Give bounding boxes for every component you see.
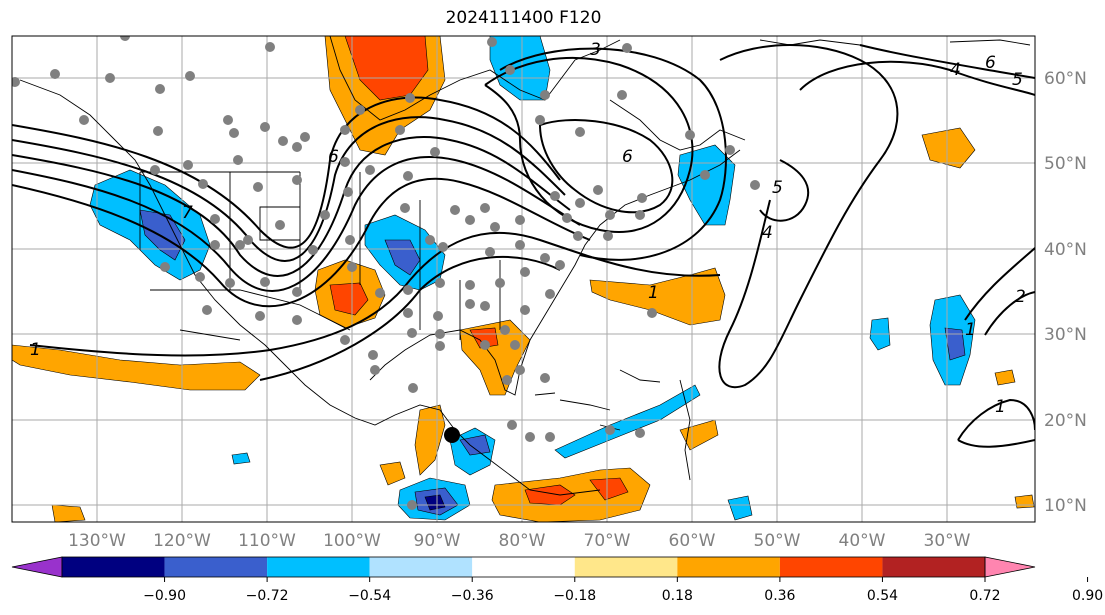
forecast-point-marker [444,427,460,443]
contour-lines [12,44,1035,448]
anomaly-positive-region [679,419,719,451]
colorbar-tick-label: 0.72 [969,588,1000,604]
colorbar-segment [882,557,985,577]
colorbar-segment [62,557,165,577]
contour-label: 5 [1012,70,1023,90]
colorbar: −0.90 −0.72 −0.54 −0.36 −0.18 0.18 0.36 0.54 0.7… [11,556,1103,604]
map-frame [11,35,1036,523]
colorbar-tick-label: −0.36 [451,588,494,604]
contour-label: 1 [995,397,1006,417]
anomaly-positive-region [1014,494,1035,509]
anomaly-strong-positive-region [469,327,499,349]
colorbar-tick-label: −0.90 [143,588,186,604]
lon-label: 120°W [153,531,211,551]
anomaly-strong-negative-region [944,327,966,361]
shaded-anomalies [12,36,1035,522]
anomaly-strong-positive-region [329,282,369,316]
anomaly-strong-negative-region [139,209,186,261]
anomaly-positive-region [51,504,86,522]
anomaly-positive-region [994,369,1016,386]
colorbar-extend-max [984,556,1036,578]
anomaly-strong-negative-region [459,434,491,456]
contour-label: 1 [965,320,976,340]
lon-label: 30°W [924,531,971,551]
anomaly-strong-positive-region [524,484,576,506]
colorbar-tick-label: −0.54 [348,588,391,604]
contour-label: 4 [762,223,773,243]
colorbar-outline [61,556,986,578]
colorbar-tick-label: 0.90 [1072,588,1103,604]
lon-label: 50°W [754,531,801,551]
colorbar-segment [164,557,268,577]
lon-label: 90°W [414,531,461,551]
colorbar-extend-min [11,556,63,578]
anomaly-negative-region [727,495,753,521]
contour-label: 6 [985,53,996,73]
contour-label: 2 [1015,287,1026,307]
anomaly-negative-region [489,36,551,101]
lat-label: 30°N [1044,325,1087,345]
map-area: 3 6 4 5 6 7 6 5 4 1 2 1 1 1 [12,36,1035,522]
colorbar-tick-label: −0.72 [246,588,289,604]
colorbar-segment [677,557,780,577]
colorbar-tick-label: 0.54 [867,588,898,604]
colorbar-segment [369,557,473,577]
anomaly-strong-positive-region [589,477,629,501]
contour-label: 7 [182,203,193,223]
lon-label: 40°W [839,531,886,551]
anomaly-positive-region [379,461,406,486]
station-markers [12,36,760,510]
lat-label: 10°N [1044,496,1087,516]
lat-label: 60°N [1044,69,1087,89]
contour-label: 5 [772,178,783,198]
lat-label: 50°N [1044,154,1087,174]
lon-label: 110°W [238,531,296,551]
anomaly-negative-region [231,452,251,465]
contour-label: 1 [648,283,659,303]
graticule [12,36,1035,522]
contour-label: 6 [328,147,339,167]
lon-label: 70°W [584,531,631,551]
colorbar-segment [472,557,575,577]
lat-label: 20°N [1044,411,1087,431]
colorbar-tick-label: 0.36 [764,588,795,604]
map-title: 2024111400 F120 [445,8,602,28]
lon-label: 80°W [499,531,546,551]
anomaly-positive-region [921,127,976,169]
lon-label: 130°W [68,531,126,551]
anomaly-positive-region [12,344,261,391]
anomaly-strong-negative-region [424,494,446,511]
colorbar-tick-label: 0.18 [662,588,693,604]
colorbar-segment [574,557,678,577]
contour-label: 3 [590,40,601,60]
colorbar-segment [267,557,370,577]
lon-label: 100°W [323,531,381,551]
contour-label: 1 [30,340,41,360]
colorbar-tick-label: −0.18 [553,588,596,604]
contour-label: 4 [950,60,961,80]
latitude-labels: 60°N 50°N 40°N 30°N 20°N 10°N [1044,69,1087,516]
colorbar-segment [779,557,883,577]
lat-label: 40°N [1044,240,1087,260]
longitude-labels: 130°W 120°W 110°W 100°W 90°W 80°W 70°W 6… [68,531,971,551]
lon-label: 60°W [669,531,716,551]
contour-labels: 3 6 4 5 6 7 6 5 4 1 2 1 1 1 [30,40,1026,417]
anomaly-negative-region [554,384,701,459]
contour-label: 6 [622,147,633,167]
anomaly-positive-region [589,267,726,326]
